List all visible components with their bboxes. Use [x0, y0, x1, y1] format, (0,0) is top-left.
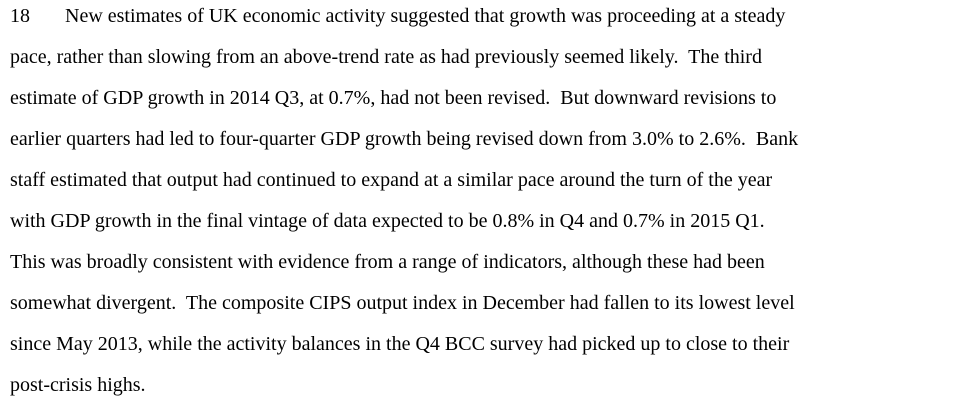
paragraph-line: estimate of GDP growth in 2014 Q3, at 0.…: [10, 87, 777, 109]
paragraph-line-text: New estimates of UK economic activity su…: [65, 5, 786, 27]
paragraph-number: 18: [10, 5, 30, 27]
document-page: 18 New estimates of UK economic activity …: [10, 0, 955, 408]
paragraph-line: This was broadly consistent with evidenc…: [10, 251, 765, 273]
paragraph-line: pace, rather than slowing from an above-…: [10, 46, 762, 68]
paragraph-line: with GDP growth in the final vintage of …: [10, 210, 765, 232]
paragraph-line: earlier quarters had led to four-quarter…: [10, 128, 799, 150]
paragraph-line: 18 New estimates of UK economic activity …: [10, 0, 785, 36]
paragraph-line: somewhat divergent. The composite CIPS o…: [10, 292, 795, 314]
paragraph-line: staff estimated that output had continue…: [10, 169, 773, 191]
paragraph-line: since May 2013, while the activity balan…: [10, 333, 790, 355]
paragraph-line: post-crisis highs.: [10, 374, 146, 396]
